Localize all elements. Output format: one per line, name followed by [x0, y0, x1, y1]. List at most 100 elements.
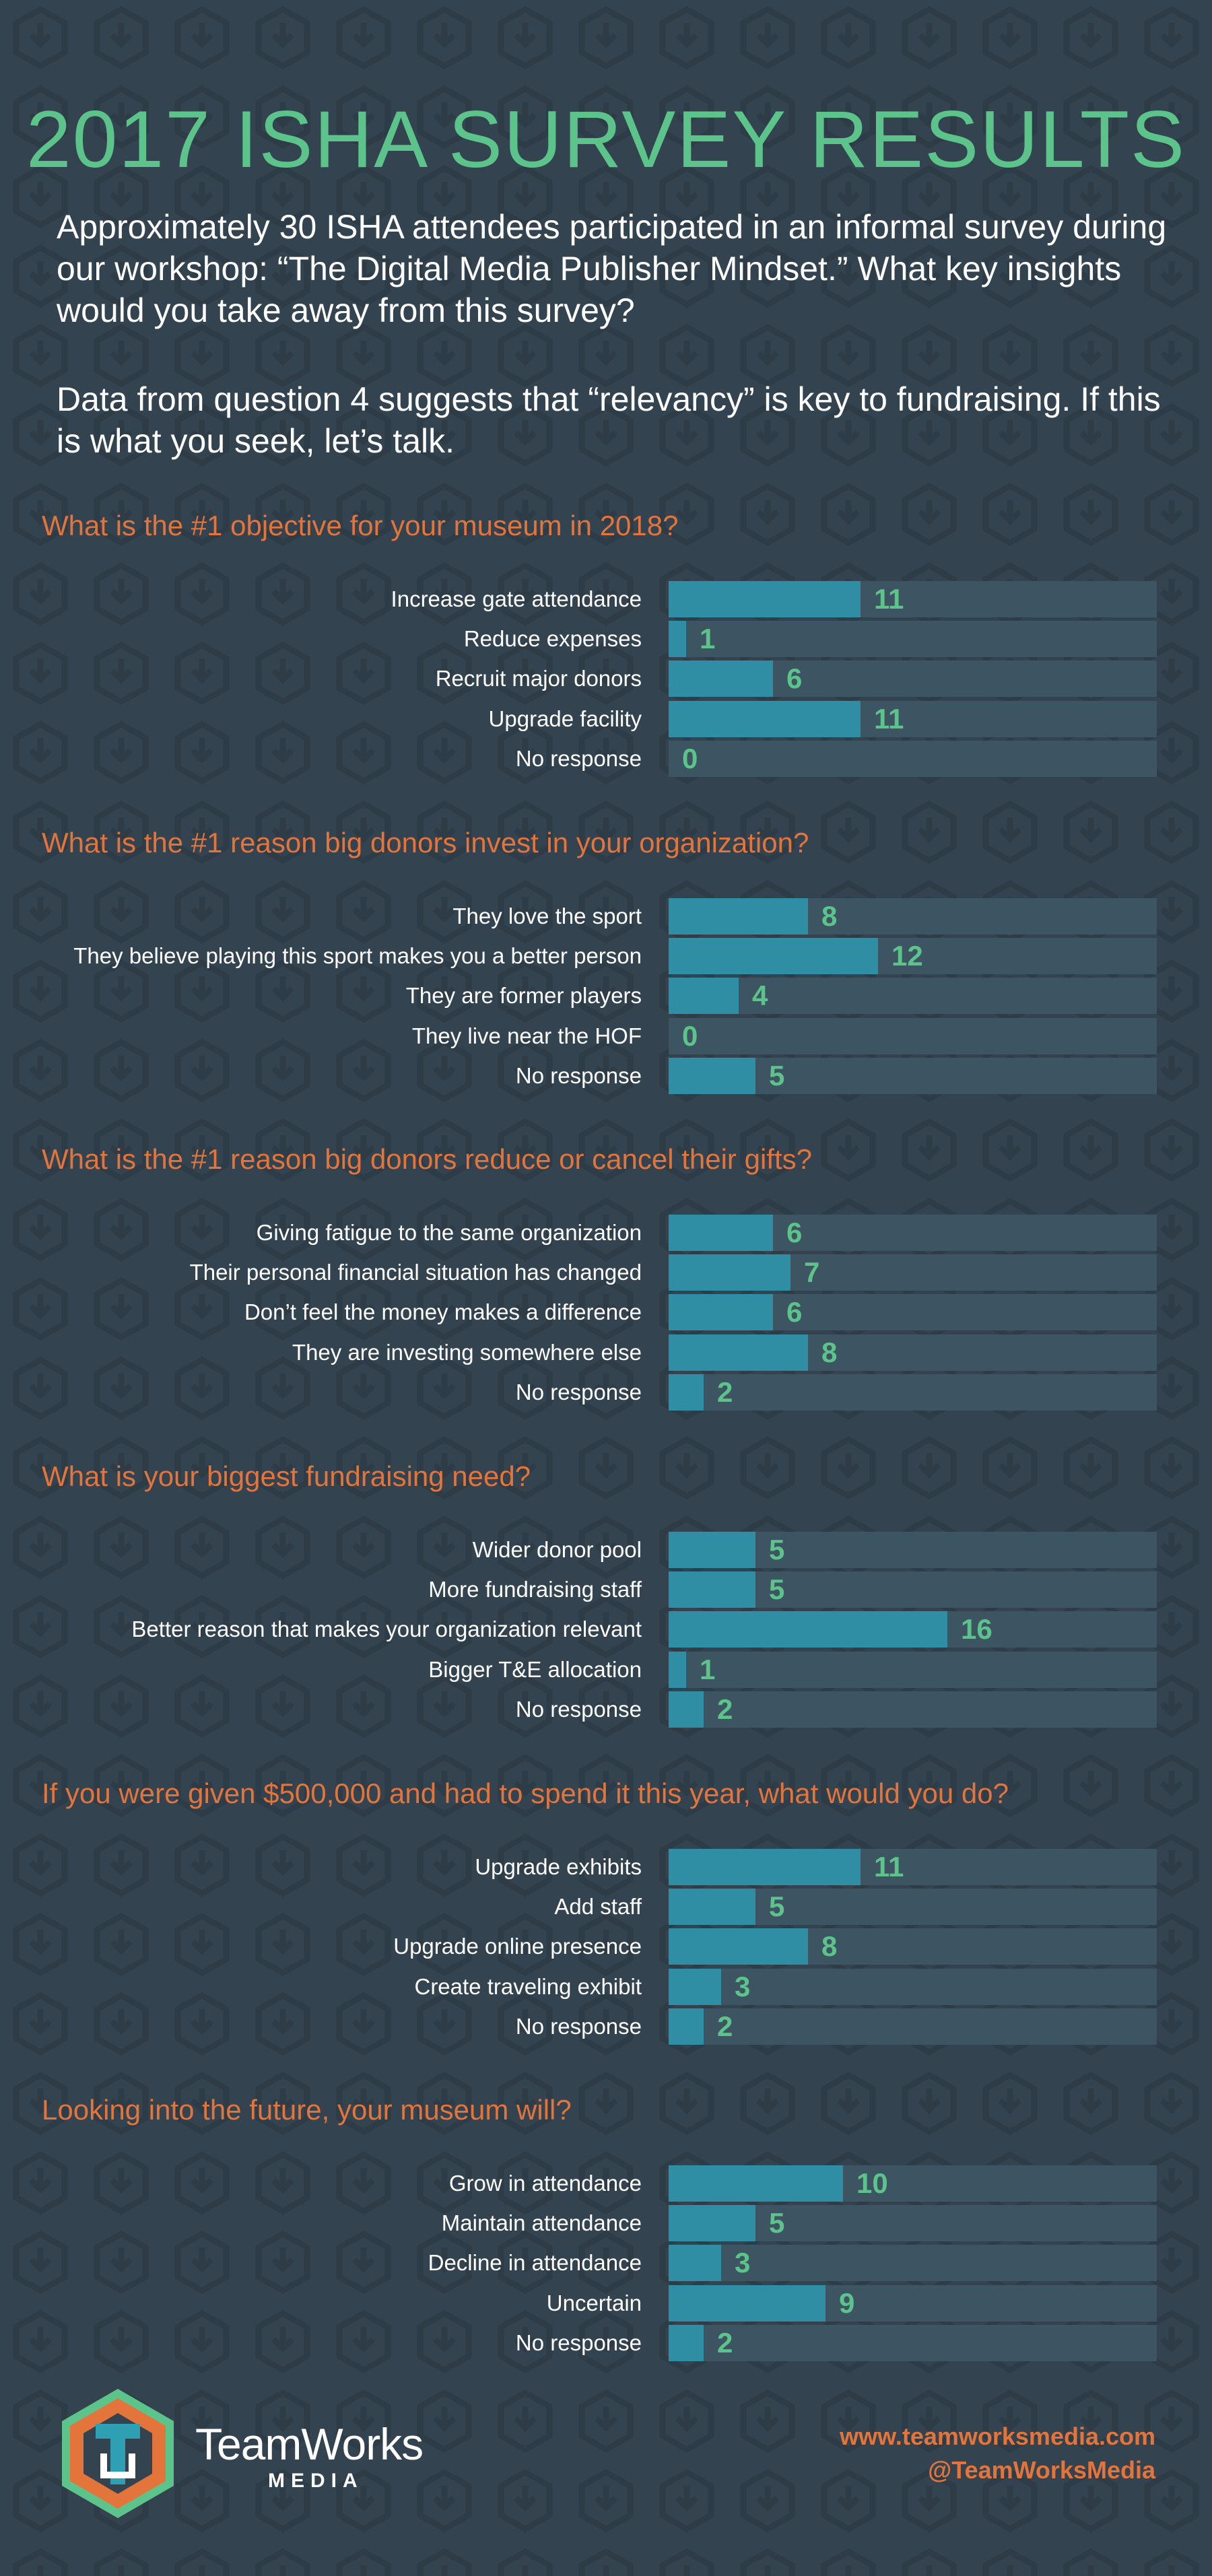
- bar-value-label: 1: [700, 623, 716, 655]
- website-link[interactable]: www.teamworksmedia.com: [840, 2422, 1155, 2450]
- bar-row: Upgrade facility 11: [0, 700, 1212, 737]
- bar-value-label: 7: [804, 1256, 820, 1289]
- bar: [669, 1571, 755, 1608]
- bar-value-label: 5: [769, 1573, 785, 1606]
- bar: [669, 1651, 686, 1688]
- bar-track: 2: [669, 2008, 1157, 2045]
- bar-label: Upgrade exhibits: [475, 1854, 642, 1879]
- bar-row: Upgrade exhibits 11: [0, 1849, 1212, 1885]
- question-title-4: What is your biggest fundraising need?: [42, 1460, 531, 1492]
- bar: [669, 1928, 808, 1965]
- bar-value-label: 11: [874, 1851, 904, 1883]
- bar-row: No response 5: [0, 1057, 1212, 1094]
- bar-row: Create traveling exhibit 3: [0, 1968, 1212, 2005]
- bar-track: 11: [669, 700, 1157, 737]
- brand-name: TeamWorks: [195, 2419, 424, 2469]
- bar: [669, 1889, 755, 1926]
- question-title-2: What is the #1 reason big donors invest …: [42, 827, 809, 858]
- bar-value-label: 2: [717, 2010, 733, 2042]
- bar-track: 11: [669, 581, 1157, 617]
- bar-track: 3: [669, 1968, 1157, 2005]
- intro-paragraph-1: Approximately 30 ISHA attendees particip…: [57, 208, 1167, 329]
- question-title-6: Looking into the future, your museum wil…: [42, 2094, 572, 2126]
- bar-row: Decline in attendance 3: [0, 2245, 1212, 2282]
- question-title-3: What is the #1 reason big donors reduce …: [42, 1143, 812, 1175]
- bar-track: 0: [669, 740, 1157, 777]
- bar-row: No response 2: [0, 1374, 1212, 1411]
- bar: [669, 1334, 808, 1371]
- bar: [669, 1532, 755, 1568]
- bar-label: No response: [515, 2013, 642, 2039]
- bar-track: 5: [669, 1889, 1157, 1926]
- bar: [669, 1215, 773, 1251]
- bar-track: 11: [669, 1849, 1157, 1885]
- bar-row: Their personal financial situation has c…: [0, 1254, 1212, 1291]
- bar-track: 8: [669, 898, 1157, 935]
- bar-value-label: 5: [769, 1059, 785, 1091]
- bar-value-label: 0: [682, 742, 698, 774]
- bar-label: Wider donor pool: [472, 1537, 642, 1562]
- bar: [669, 898, 808, 935]
- bar-row: They are former players 4: [0, 978, 1212, 1015]
- bar: [669, 1294, 773, 1331]
- bar: [669, 1057, 755, 1094]
- bar-label: Maintain attendance: [441, 2210, 642, 2236]
- bar-row: Bigger T&E allocation 1: [0, 1651, 1212, 1688]
- bar-track: 8: [669, 1334, 1157, 1371]
- bar-label: Increase gate attendance: [391, 586, 642, 611]
- bar-row: Don’t feel the money makes a difference 6: [0, 1294, 1212, 1331]
- bar-row: Uncertain 9: [0, 2284, 1212, 2321]
- bar-label: No response: [515, 1696, 642, 1722]
- bar: [669, 938, 878, 975]
- bar: [669, 2205, 755, 2242]
- bar-row: Reduce expenses 1: [0, 621, 1212, 658]
- bar-row: No response 2: [0, 2008, 1212, 2045]
- page-title: 2017 ISHA SURVEY RESULTS: [26, 94, 1186, 185]
- bar-row: Better reason that makes your organizati…: [0, 1611, 1212, 1648]
- bar-track: 2: [669, 2324, 1157, 2361]
- bar: [669, 1849, 861, 1885]
- intro-paragraph-2: Data from question 4 suggests that “rele…: [57, 380, 1161, 460]
- bar-track: 6: [669, 1294, 1157, 1331]
- bar-label: Create traveling exhibit: [414, 1973, 642, 1999]
- bar-value-label: 2: [717, 1693, 733, 1725]
- bar-value-label: 0: [682, 1019, 698, 1052]
- bar-label: Their personal financial situation has c…: [189, 1260, 642, 1285]
- bar-track: 9: [669, 2284, 1157, 2321]
- bar-track: 2: [669, 1691, 1157, 1728]
- social-handle-link[interactable]: @TeamWorksMedia: [928, 2456, 1155, 2484]
- bar-label: Grow in attendance: [448, 2171, 642, 2196]
- bar-value-label: 4: [752, 980, 768, 1012]
- bar-value-label: 5: [769, 1891, 785, 1923]
- bar-track: 8: [669, 1928, 1157, 1965]
- bar-value-label: 5: [769, 2207, 785, 2239]
- bar-track: 7: [669, 1254, 1157, 1291]
- bar: [669, 978, 739, 1015]
- bar-label: More fundraising staff: [428, 1577, 642, 1602]
- bar: [669, 621, 686, 658]
- bar-label: No response: [515, 745, 642, 771]
- bar-row: Upgrade online presence 8: [0, 1928, 1212, 1965]
- bar-value-label: 11: [874, 583, 904, 615]
- bar-row: They believe playing this sport makes yo…: [0, 938, 1212, 975]
- bar-track: 1: [669, 621, 1157, 658]
- bar-value-label: 10: [856, 2167, 888, 2199]
- bar-label: Giving fatigue to the same organization: [256, 1220, 642, 1245]
- bar-label: Decline in attendance: [428, 2250, 642, 2276]
- bar-row: Maintain attendance 5: [0, 2205, 1212, 2242]
- bar-track: 3: [669, 2245, 1157, 2282]
- bar: [669, 1254, 790, 1291]
- bar-row: No response 2: [0, 1691, 1212, 1728]
- bar-value-label: 6: [786, 1217, 803, 1248]
- bar-label: Recruit major donors: [435, 666, 642, 691]
- bar-row: Giving fatigue to the same organization 6: [0, 1215, 1212, 1251]
- question-title-1: What is the #1 objective for your museum…: [42, 510, 679, 541]
- bar: [669, 1611, 947, 1648]
- bar-label: They live near the HOF: [411, 1023, 642, 1048]
- bar-track: 6: [669, 660, 1157, 698]
- bar-label: No response: [515, 2330, 642, 2355]
- bar-label: Uncertain: [546, 2290, 642, 2315]
- bar-row: No response 0: [0, 740, 1212, 777]
- bar-track: 0: [669, 1017, 1157, 1054]
- bar-label: They are former players: [405, 983, 642, 1009]
